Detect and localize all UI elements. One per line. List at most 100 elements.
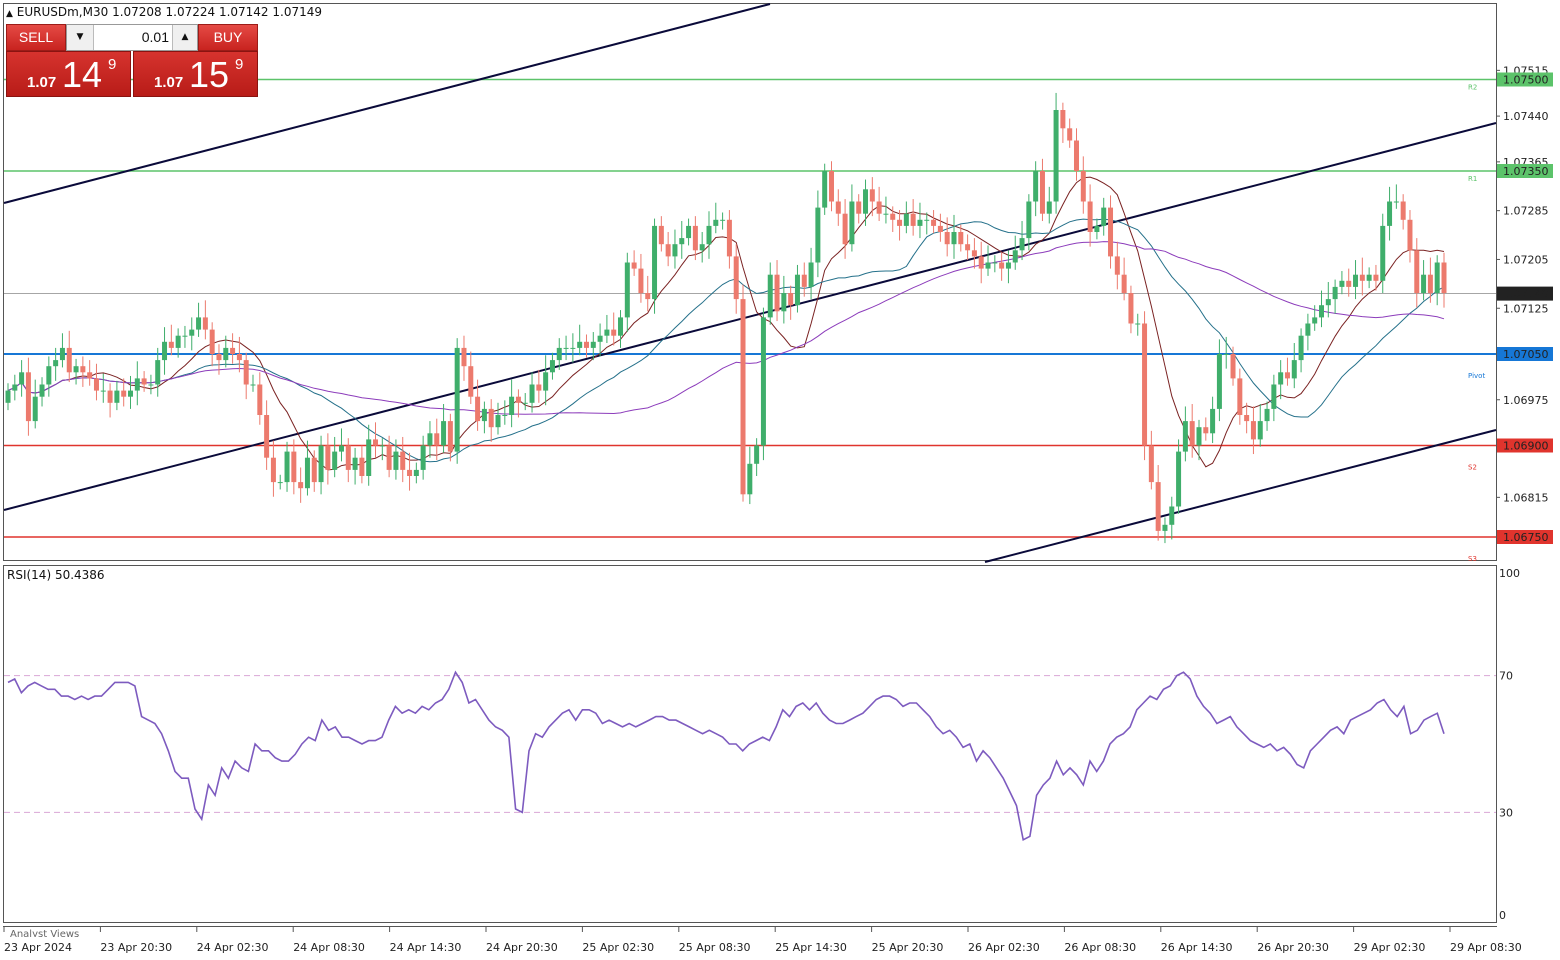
bear-candle	[897, 219, 903, 226]
bull-candle	[393, 451, 399, 470]
bear-candle	[216, 354, 222, 361]
bull-candle	[379, 445, 385, 447]
bear-candle	[270, 457, 276, 483]
bull-candle	[509, 396, 515, 415]
bear-candle	[1441, 262, 1447, 293]
bear-candle	[236, 354, 242, 361]
bear-candle	[692, 225, 698, 251]
buy-price-box[interactable]: 1.07 15 9	[133, 51, 258, 97]
price-tick-label: 1.07205	[1503, 253, 1549, 266]
level-tag: R1	[1468, 175, 1477, 183]
bull-candle	[304, 457, 310, 489]
bull-candle	[1393, 201, 1399, 203]
bear-candle	[230, 347, 236, 354]
bull-candle	[951, 232, 957, 245]
bull-candle	[1278, 372, 1284, 385]
bull-candle	[1216, 354, 1222, 409]
sell-button[interactable]: SELL	[6, 24, 66, 51]
bear-candle	[631, 262, 637, 269]
rsi-tick-label: 30	[1499, 806, 1513, 819]
bull-candle	[577, 341, 583, 348]
trend-channel-lines	[3, 3, 1497, 563]
bear-candle	[447, 421, 453, 452]
trend-line	[984, 429, 1497, 563]
time-tick-label: 25 Apr 08:30	[679, 941, 751, 954]
analyst-views-label[interactable]: Analyst Views	[10, 929, 80, 937]
price-tick-label: 1.06975	[1503, 394, 1549, 407]
bull-candle	[563, 347, 569, 349]
bull-candle	[903, 213, 909, 226]
price-axis: 1.075151.074401.073651.072851.072051.071…	[1496, 64, 1553, 544]
rsi-indicator: 100 70 30 0	[4, 567, 1520, 922]
bear-candle	[93, 378, 99, 391]
bull-candle	[781, 293, 787, 312]
bull-candle	[672, 244, 678, 257]
bear-candle	[842, 213, 848, 245]
bull-candle	[12, 384, 18, 391]
sell-price-box[interactable]: 1.07 14 9	[6, 51, 131, 97]
bear-candle	[515, 396, 521, 403]
level-price-badge	[1497, 438, 1553, 453]
bull-candle	[1291, 360, 1297, 379]
bear-candle	[168, 341, 174, 348]
bear-candle	[121, 390, 127, 397]
bull-candle	[624, 262, 630, 318]
bull-candle	[1033, 171, 1039, 202]
bull-candle	[808, 262, 814, 287]
bull-candle	[1169, 506, 1175, 525]
bull-candle	[223, 347, 229, 361]
rsi-tick-label: 100	[1499, 567, 1520, 580]
bull-candle	[747, 463, 753, 495]
bull-candle	[1182, 421, 1188, 452]
bear-candle	[536, 384, 542, 391]
bear-candle	[1073, 140, 1079, 171]
time-tick-label: 25 Apr 20:30	[872, 941, 944, 954]
down-arrow-icon[interactable]: ▼	[67, 25, 94, 50]
bull-candle	[1380, 225, 1386, 281]
bear-candle	[1108, 207, 1114, 257]
bull-candle	[1339, 280, 1345, 287]
level-tag: R2	[1468, 84, 1477, 92]
bear-candle	[1142, 323, 1148, 446]
bull-candle	[175, 335, 181, 348]
bull-candle	[1196, 427, 1202, 446]
bear-candle	[658, 225, 664, 245]
bull-candle	[1046, 201, 1052, 214]
ma-fast-line	[7, 176, 1445, 471]
bull-candle	[441, 421, 447, 446]
up-arrow-icon[interactable]: ▲	[172, 25, 197, 50]
time-tick-label: 25 Apr 14:30	[775, 941, 847, 954]
triangle-icon[interactable]: ▲	[6, 9, 13, 19]
bull-candle	[1305, 323, 1311, 336]
lot-size-stepper[interactable]: ▼ 0.01 ▲	[66, 24, 198, 51]
bull-candle	[73, 366, 79, 373]
bull-candle	[1053, 110, 1059, 202]
time-tick-label: 26 Apr 02:30	[968, 941, 1040, 954]
level-price-label: 1.07050	[1503, 348, 1549, 361]
bull-candle	[754, 445, 760, 464]
bull-candle	[556, 347, 562, 361]
bull-candle	[162, 341, 168, 361]
bear-candle	[774, 274, 780, 312]
buy-button[interactable]: BUY	[198, 24, 258, 51]
bear-candle	[434, 433, 440, 446]
bull-candle	[5, 390, 11, 403]
bear-candle	[1128, 293, 1134, 324]
time-tick-label: 24 Apr 08:30	[293, 941, 365, 954]
symbol-timeframe: EURUSDm,M30	[16, 5, 109, 19]
bull-candle	[134, 378, 140, 391]
bull-candle	[427, 433, 433, 446]
bull-candle	[590, 341, 596, 348]
bear-candle	[665, 244, 671, 257]
bear-candle	[1284, 372, 1290, 379]
bear-candle	[1237, 378, 1243, 415]
candlesticks	[5, 92, 1447, 544]
bull-candle	[100, 390, 106, 392]
bull-candle	[454, 347, 460, 452]
bull-candle	[366, 439, 372, 476]
lot-size-input[interactable]: 0.01	[141, 29, 169, 45]
time-tick-label: 23 Apr 2024	[4, 941, 72, 954]
bull-candle	[1176, 451, 1182, 507]
bear-candle	[107, 390, 113, 403]
